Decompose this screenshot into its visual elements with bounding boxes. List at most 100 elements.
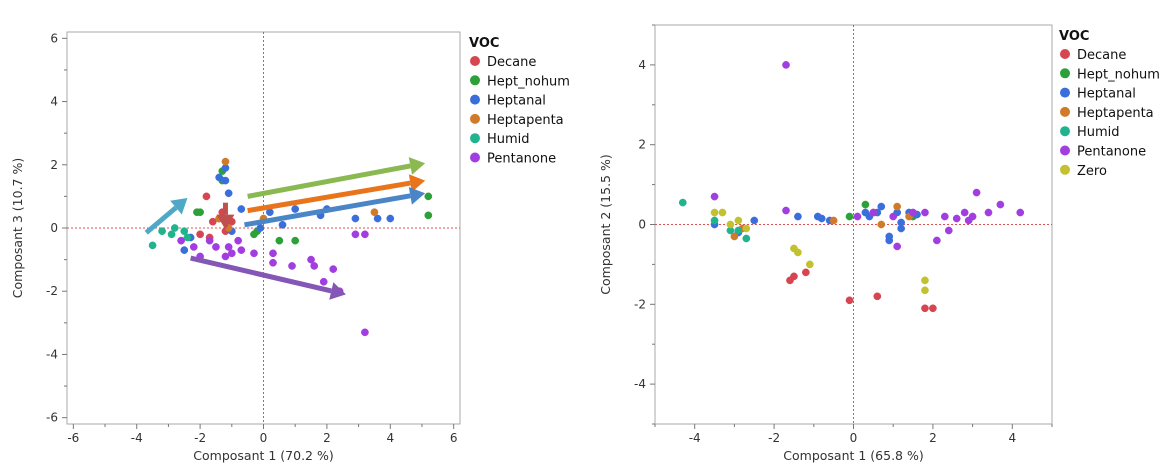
- point-pentanone: [1016, 208, 1025, 217]
- point-decane: [786, 276, 794, 285]
- annotation-arrow-head: [408, 157, 426, 175]
- point-decane: [921, 304, 929, 313]
- y-tick-label: -2: [634, 297, 646, 311]
- point-pentanone: [269, 258, 277, 267]
- point-hept-nohum: [250, 230, 258, 239]
- point-pentanone: [329, 265, 338, 273]
- point-heptanal: [221, 176, 230, 185]
- y-axis-title: Composant 2 (15.5 %): [598, 154, 613, 294]
- point-decane: [208, 217, 217, 226]
- annotation-arrow-shaft: [247, 180, 411, 214]
- point-hept-nohum: [291, 236, 300, 245]
- legend-title: VOC: [469, 36, 499, 51]
- legend-label: Zero: [1077, 164, 1107, 179]
- point-pentanone: [351, 230, 360, 239]
- point-zero: [718, 208, 727, 217]
- x-tick-label: -4: [689, 431, 701, 445]
- point-pentanone: [889, 212, 898, 221]
- point-pentanone: [224, 243, 233, 251]
- legend-marker: [470, 56, 480, 66]
- legend-marker: [1060, 49, 1070, 59]
- legend-label: Decane: [487, 55, 536, 70]
- annotation-arrow-head: [408, 174, 426, 192]
- point-zero: [805, 260, 814, 269]
- point-heptanal: [794, 212, 802, 221]
- annotation-arrow-head: [170, 197, 188, 215]
- x-tick-label: 0: [850, 431, 858, 445]
- legend-marker: [1060, 106, 1070, 117]
- data-points: [148, 157, 433, 337]
- legend-marker: [470, 113, 480, 124]
- point-decane: [202, 192, 211, 201]
- point-hept-nohum: [196, 208, 204, 217]
- legend-label: Pentanone: [1077, 145, 1146, 160]
- point-humid: [710, 216, 719, 225]
- point-pentanone: [310, 262, 319, 270]
- y-tick-label: 0: [50, 221, 58, 235]
- y-tick-label: -4: [634, 377, 646, 391]
- point-pentanone: [960, 208, 969, 217]
- x-tick-label: -6: [67, 431, 79, 445]
- x-tick-label: -4: [131, 431, 143, 445]
- point-heptapenta: [730, 232, 739, 241]
- scatter-chart-1: -6 -4 -2 0 2 4 6 -6 -4 -2 0 2 4 6 Composant 1 (70.2 %)…: [10, 31, 570, 463]
- point-heptanal: [278, 220, 287, 229]
- point-pentanone: [221, 252, 230, 261]
- point-pentanone: [319, 277, 328, 286]
- point-pentanone: [269, 249, 277, 258]
- x-tick-label: 4: [386, 431, 394, 445]
- point-pentanone: [968, 212, 977, 221]
- legend-label: Hept_nohum: [1077, 67, 1160, 82]
- point-humid: [158, 227, 166, 236]
- point-heptanal: [897, 224, 905, 233]
- point-pentanone: [893, 242, 902, 251]
- y-tick-label: 4: [50, 95, 58, 109]
- point-heptapenta: [877, 220, 886, 229]
- point-pentanone: [234, 236, 242, 245]
- point-decane: [845, 296, 854, 305]
- point-humid: [148, 241, 157, 250]
- point-decane: [196, 230, 204, 239]
- point-heptanal: [237, 205, 246, 213]
- point-heptanal: [817, 214, 826, 223]
- point-heptanal: [215, 173, 223, 182]
- point-decane: [802, 268, 810, 277]
- point-decane: [929, 304, 937, 313]
- point-pentanone: [361, 328, 369, 337]
- annotation-arrow-shaft: [190, 255, 332, 294]
- point-pentanone: [237, 246, 246, 254]
- point-pentanone: [996, 200, 1005, 209]
- point-pentanone: [227, 249, 236, 258]
- point-pentanone: [921, 208, 929, 217]
- y-tick-label: 4: [638, 58, 646, 72]
- point-pentanone: [177, 236, 185, 245]
- point-heptapenta: [829, 216, 838, 225]
- point-pentanone: [189, 243, 198, 251]
- point-hept-nohum: [845, 212, 854, 221]
- point-pentanone: [952, 214, 961, 223]
- point-humid: [183, 233, 192, 242]
- y-axis-title: Composant 3 (10.7 %): [10, 158, 25, 298]
- point-pentanone: [869, 208, 878, 217]
- legend-label: Heptanal: [487, 94, 546, 109]
- annotation-arrow-shaft: [144, 205, 178, 235]
- point-decane: [873, 292, 882, 301]
- point-pentanone: [909, 208, 917, 217]
- point-heptanal: [750, 216, 759, 225]
- point-pentanone: [288, 262, 296, 270]
- point-heptanal: [224, 189, 233, 198]
- point-hept-nohum: [861, 200, 870, 209]
- point-zero: [921, 286, 929, 295]
- legend-marker: [1060, 68, 1070, 79]
- y-tick-label: 2: [50, 158, 58, 172]
- point-pentanone: [782, 206, 790, 215]
- point-heptapenta: [221, 157, 230, 166]
- point-humid: [742, 234, 751, 243]
- x-tick-label: 6: [450, 431, 458, 445]
- x-axis-title: Composant 1 (70.2 %): [193, 448, 333, 463]
- point-pentanone: [212, 243, 220, 251]
- x-tick-label: 0: [260, 431, 268, 445]
- point-pentanone: [984, 208, 993, 217]
- legend: VOC Decane Hept_nohum Heptanal Heptapenta Hum…: [1059, 29, 1160, 179]
- annotation-arrow-shaft: [244, 193, 411, 228]
